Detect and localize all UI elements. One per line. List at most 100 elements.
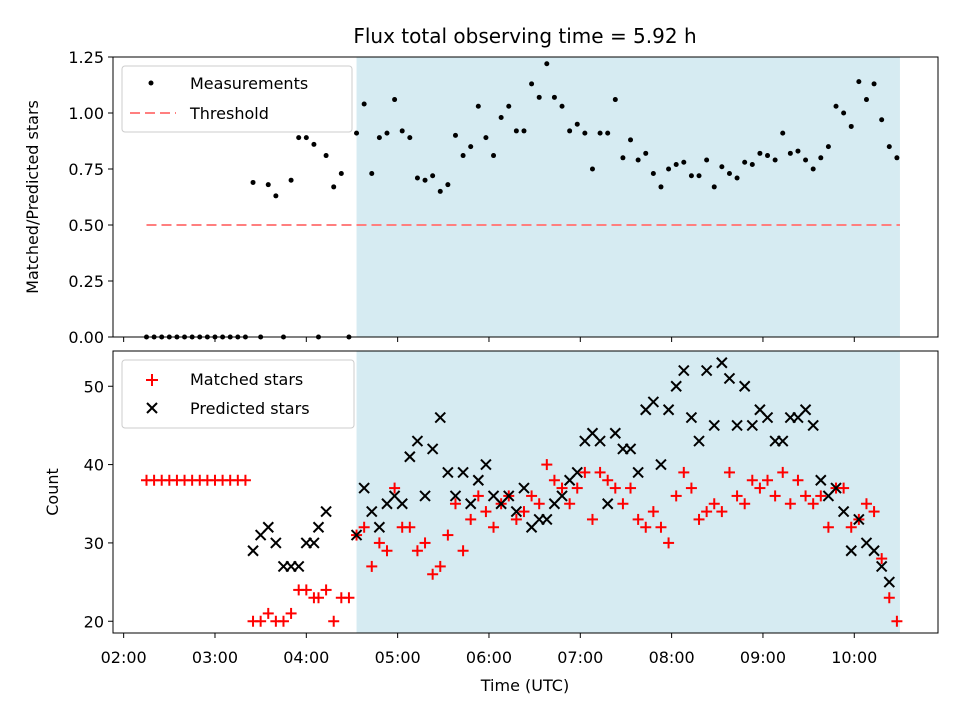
measurement-point	[605, 130, 611, 136]
x-tick-label: 03:00	[192, 648, 238, 667]
top-y-ticks: 0.00 0.25 0.50 0.75 1.00 1.25	[68, 48, 113, 347]
measurement-point	[879, 117, 885, 123]
measurement-point	[795, 148, 801, 154]
measurement-point	[589, 166, 595, 172]
measurement-point	[407, 135, 413, 141]
matched-star-point	[792, 474, 804, 486]
matched-star-point	[457, 545, 469, 557]
matched-star-point	[807, 498, 819, 510]
y-tick-label: 40	[84, 456, 104, 475]
matched-star-point	[320, 584, 332, 596]
top-x-ticks	[123, 337, 855, 342]
chart-title: Flux total observing time = 5.92 h	[353, 24, 696, 48]
y-tick-label: 50	[84, 377, 104, 396]
measurement-point	[422, 177, 428, 183]
predicted-star-point	[464, 498, 477, 510]
matched-star-point	[609, 482, 621, 494]
y-tick-label: 1.25	[68, 48, 104, 67]
measurement-point	[430, 173, 436, 179]
matched-star-point	[769, 490, 781, 502]
predicted-star-point	[716, 357, 728, 369]
measurement-point	[354, 130, 360, 136]
matched-star-point	[708, 498, 720, 510]
measurement-point	[559, 103, 565, 109]
matched-star-point	[541, 459, 553, 471]
matched-star-point	[883, 592, 895, 604]
predicted-star-point	[308, 537, 320, 549]
measurement-point	[704, 157, 710, 163]
measurement-point	[521, 128, 527, 134]
top-legend: Measurements Threshold	[121, 65, 353, 133]
predicted-star-point	[262, 521, 274, 533]
predicted-star-point	[503, 490, 515, 502]
legend-predicted-label: Predicted stars	[190, 399, 310, 418]
predicted-star-point	[670, 380, 682, 392]
predicted-star-point	[738, 380, 751, 392]
matched-star-point	[640, 521, 652, 533]
matched-star-point	[663, 537, 675, 549]
measurement-point	[863, 97, 869, 103]
matched-star-point	[845, 521, 857, 533]
matched-star-point	[312, 592, 324, 604]
bottom-legend-box	[121, 359, 355, 429]
measurement-point	[369, 170, 375, 176]
predicted-star-point	[247, 545, 259, 557]
predicted-star-point	[442, 466, 454, 479]
matched-star-point	[678, 466, 690, 478]
y-tick-label: 0.75	[68, 160, 104, 179]
measurement-point	[757, 150, 763, 156]
matched-star-point	[411, 545, 423, 557]
matched-star-point	[625, 482, 637, 494]
matched-star-point	[419, 537, 431, 549]
measurement-point	[311, 141, 317, 147]
matched-star-point	[701, 506, 713, 518]
measurement-point	[696, 173, 702, 179]
measurement-point	[567, 128, 573, 134]
predicted-star-point	[404, 451, 416, 463]
predicted-star-point	[350, 529, 363, 541]
matched-star-point	[670, 490, 682, 502]
measurement-point	[536, 94, 542, 100]
matched-star-point	[693, 513, 705, 525]
matched-star-point	[262, 607, 274, 619]
matched-star-point	[731, 490, 743, 502]
matched-star-point	[586, 513, 598, 525]
x-tick-label: 06:00	[466, 648, 512, 667]
measurement-point	[445, 182, 451, 188]
matched-star-point	[255, 615, 267, 627]
bottom-y-axis-label: Count	[43, 468, 62, 516]
predicted-star-point	[655, 458, 667, 471]
measurement-point	[483, 135, 489, 141]
matched-star-point	[716, 506, 728, 518]
observing-span-top	[356, 57, 900, 337]
matched-star-point	[239, 474, 251, 486]
measurement-point	[711, 184, 717, 190]
measurement-point	[414, 175, 420, 181]
matched-star-point	[488, 521, 500, 533]
y-tick-label: 0.25	[68, 272, 104, 291]
matched-star-point	[739, 498, 751, 510]
matched-star-point	[465, 513, 477, 525]
measurement-point	[376, 135, 382, 141]
matched-star-point	[754, 482, 766, 494]
predicted-star-point	[830, 482, 842, 494]
matched-star-point	[685, 482, 697, 494]
predicted-star-point	[320, 505, 332, 518]
matched-star-point	[404, 521, 416, 533]
bottom-y-ticks: 20 30 40 50	[84, 377, 113, 631]
x-tick-label: 10:00	[831, 648, 877, 667]
legend-threshold-label: Threshold	[189, 104, 269, 123]
measurement-point	[323, 153, 329, 159]
predicted-star-point	[845, 545, 857, 557]
predicted-star-point	[777, 435, 789, 447]
measurement-point	[513, 128, 519, 134]
measurement-point	[673, 162, 679, 168]
measurement-point	[392, 97, 398, 103]
legend-matched-label: Matched stars	[190, 370, 303, 389]
predicted-star-point	[868, 545, 880, 557]
matched-star-point	[442, 529, 454, 541]
predicted-star-point	[472, 474, 485, 486]
top-legend-box	[121, 65, 353, 133]
measurement-point	[338, 170, 344, 176]
